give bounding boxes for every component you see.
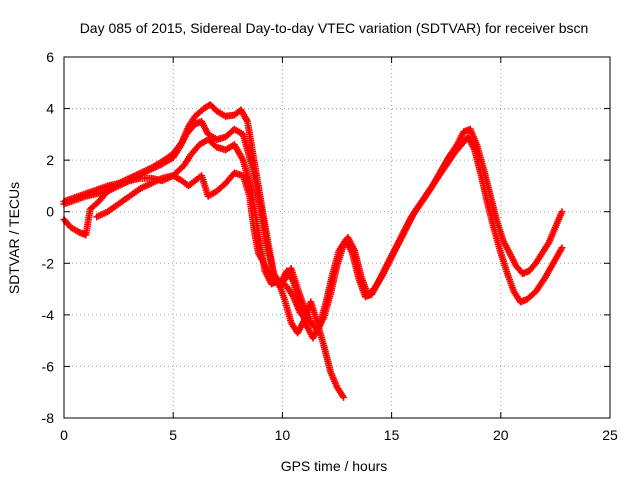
data-point bbox=[558, 208, 566, 216]
x-tick-label: 25 bbox=[602, 427, 618, 443]
data-point bbox=[558, 244, 566, 252]
y-tick-label: -2 bbox=[42, 255, 55, 271]
data-point bbox=[300, 313, 308, 321]
data-points bbox=[60, 101, 566, 401]
data-point bbox=[299, 312, 307, 320]
y-tick-label: 2 bbox=[46, 152, 54, 168]
x-tick-label: 10 bbox=[275, 427, 291, 443]
y-axis-label: SDTVAR / TECUs bbox=[6, 182, 22, 294]
y-tick-label: -6 bbox=[42, 358, 55, 374]
axis-ticks: 0 5 10 15 20 25 -8 -6 -4 -2 0 2 4 6 bbox=[42, 49, 618, 443]
y-tick-label: 0 bbox=[46, 204, 54, 220]
series-4 bbox=[93, 169, 308, 321]
series-3 bbox=[60, 136, 348, 401]
y-tick-label: -4 bbox=[42, 307, 55, 323]
x-tick-label: 15 bbox=[384, 427, 400, 443]
x-tick-label: 5 bbox=[169, 427, 177, 443]
x-tick-label: 0 bbox=[60, 427, 68, 443]
x-tick-label: 20 bbox=[493, 427, 509, 443]
chart-title: Day 085 of 2015, Sidereal Day-to-day VTE… bbox=[80, 20, 589, 36]
y-tick-label: -8 bbox=[42, 410, 55, 426]
grid bbox=[64, 57, 610, 418]
y-tick-label: 4 bbox=[46, 101, 54, 117]
plot-frame bbox=[63, 56, 611, 419]
data-point bbox=[340, 393, 348, 401]
y-tick-label: 6 bbox=[46, 49, 54, 65]
x-axis-label: GPS time / hours bbox=[281, 458, 388, 474]
